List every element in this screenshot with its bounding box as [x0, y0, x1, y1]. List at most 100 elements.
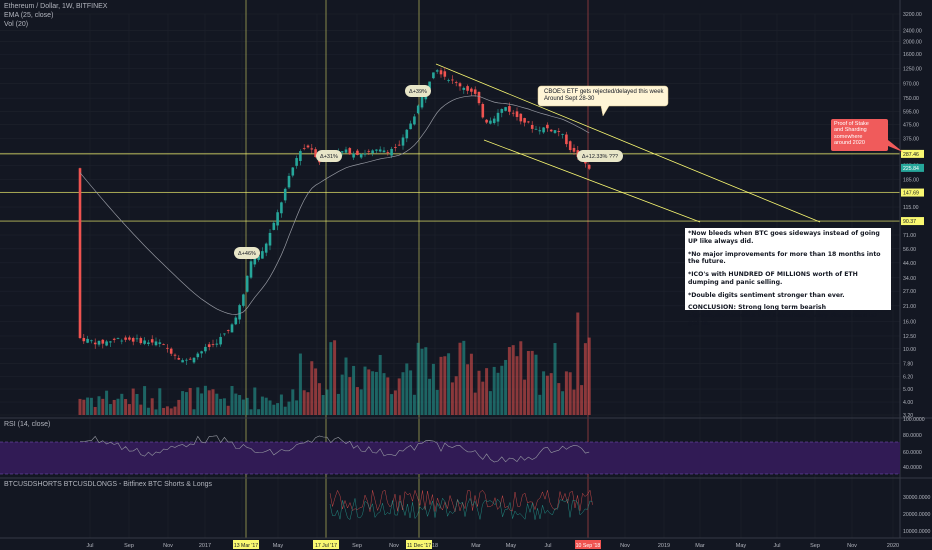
volume-bar	[139, 404, 143, 415]
price-axis[interactable]: 3200.00 2400.00 2000.00 1600.00 1250.00 970.0…	[903, 12, 922, 419]
volume-bar	[112, 399, 116, 415]
rsi-tick: 80.0000	[903, 433, 922, 439]
callout-label: Δ+31%	[320, 154, 338, 160]
volume-bar	[325, 389, 329, 415]
volume-bar	[329, 342, 333, 415]
volume-bar	[272, 404, 276, 415]
volume-indicator-label[interactable]: Vol (20)	[4, 21, 29, 28]
price-tick: 185.00	[903, 177, 919, 183]
candle-body	[226, 330, 230, 332]
candle-body	[443, 71, 447, 77]
candle-body	[200, 351, 203, 354]
candle-body	[587, 164, 591, 169]
volume-bar	[382, 373, 386, 415]
volume-bar	[405, 363, 409, 415]
trendline-upper	[435, 63, 821, 223]
volume-bar	[184, 392, 188, 415]
candle-body	[295, 158, 298, 166]
chart-title[interactable]: Ethereum / Dollar, 1W, BITFINEX	[4, 3, 108, 10]
candle-body	[268, 232, 272, 246]
analysis-note[interactable]: *Now bleeds when BTC goes sideways inste…	[685, 228, 891, 327]
volume-bar	[97, 396, 101, 415]
volume-bar	[443, 356, 447, 415]
candle-body	[382, 150, 386, 153]
candle-body	[378, 149, 382, 152]
pos-note[interactable]	[831, 119, 903, 152]
candle-body	[112, 338, 116, 340]
date-flags: 13 Mar '17 17 Jul '17 11 Dec '17 10 Sep '18	[233, 540, 601, 549]
volume-bar	[466, 364, 470, 415]
time-tick: Sep	[124, 543, 134, 549]
candle-body	[489, 120, 492, 124]
candle-body	[557, 131, 561, 133]
ema-indicator-label[interactable]: EMA (25, close)	[4, 12, 54, 19]
candle-body	[177, 358, 181, 360]
time-tick: Jul	[544, 543, 551, 549]
candle-body	[120, 340, 124, 342]
time-tick: 2019	[658, 543, 670, 549]
candle-body	[219, 336, 222, 345]
time-axis[interactable]: Jul Sep Nov 2017 Mar May Jul Sep Nov 18 Mar May Jul S…	[86, 543, 899, 549]
volume-bar	[276, 403, 280, 415]
price-candles	[78, 67, 591, 365]
time-tick: May	[506, 543, 517, 549]
volume-bar	[238, 395, 242, 415]
volume-bar	[348, 377, 352, 415]
volume-bar	[314, 368, 318, 415]
etf-note[interactable]	[537, 85, 669, 117]
candle-body	[196, 353, 200, 358]
candle-body	[109, 341, 112, 343]
volume-bar	[473, 392, 477, 415]
candle-body	[420, 96, 424, 108]
volume-bar	[340, 374, 344, 415]
volume-bar	[515, 356, 519, 415]
candle-body	[356, 150, 359, 155]
volume-bar	[135, 393, 139, 415]
date-flag-label: 13 Mar '17	[234, 543, 258, 549]
candle-body	[105, 341, 108, 346]
candle-body	[302, 148, 306, 149]
volume-bar	[173, 406, 177, 415]
callout-label: Δ+39%	[409, 89, 427, 95]
candle-body	[375, 149, 378, 151]
callout-bubble	[316, 150, 342, 162]
volume-bar	[169, 408, 173, 415]
candle-body	[519, 113, 523, 122]
candle-body	[131, 337, 135, 342]
time-tick: May	[736, 543, 747, 549]
candle-body	[477, 91, 481, 104]
candle-body	[371, 150, 374, 154]
candle-body	[542, 127, 545, 133]
volume-bar	[291, 389, 295, 415]
candle-body	[291, 167, 295, 176]
analysis-point: *No major improvements for more than 18 …	[688, 250, 881, 266]
date-flag-label: 17 Jul '17	[315, 543, 337, 549]
candle-body	[386, 152, 390, 153]
volume-bar	[378, 354, 382, 415]
time-tick: Nov	[389, 543, 399, 549]
volume-bar	[154, 409, 158, 415]
callout-bubble	[234, 247, 260, 259]
candle-body	[245, 275, 249, 292]
candle-body	[299, 151, 302, 161]
rsi-axis: 100.0000 80.0000 60.0000 40.0000	[903, 417, 925, 471]
candle-body	[534, 128, 538, 130]
volume-bar	[587, 337, 591, 415]
price-tick: 2000.00	[903, 39, 922, 45]
candle-body	[363, 153, 367, 155]
volume-bar	[253, 387, 257, 415]
volume-bar	[89, 397, 93, 415]
candle-body	[515, 111, 519, 117]
volume-bar	[469, 353, 473, 415]
volume-bar	[458, 342, 462, 415]
candle-body	[314, 149, 317, 158]
shorts-indicator-label[interactable]: BTCUSDSHORTS BTCUSDLONGS - Bitfinex BTC …	[4, 481, 212, 488]
volume-bar	[409, 370, 413, 415]
rsi-indicator-label[interactable]: RSI (14, close)	[4, 421, 51, 428]
candle-body	[496, 112, 500, 122]
shorts-tick: 10000.0000	[903, 529, 931, 535]
support-levels	[0, 153, 900, 222]
volume-bar	[355, 387, 359, 415]
price-tick: 3.20	[903, 413, 913, 419]
